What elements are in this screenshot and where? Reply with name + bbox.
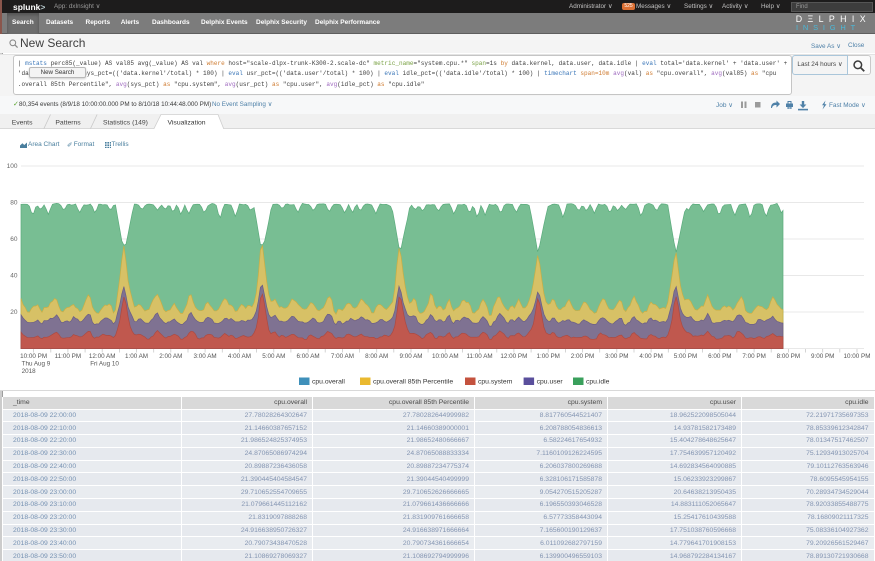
svg-text:10:00 PM: 10:00 PM xyxy=(20,353,47,360)
svg-text:6:00 AM: 6:00 AM xyxy=(297,353,320,360)
svg-text:11:00 AM: 11:00 AM xyxy=(467,353,493,360)
svg-text:20: 20 xyxy=(10,309,18,316)
svg-text:cpu.idle: cpu.idle xyxy=(586,379,610,386)
svg-text:40: 40 xyxy=(10,273,18,280)
svg-text:8:00 AM: 8:00 AM xyxy=(365,353,388,360)
svg-text:12:00 PM: 12:00 PM xyxy=(500,353,527,360)
svg-text:4:00 AM: 4:00 AM xyxy=(228,353,251,360)
svg-text:2018: 2018 xyxy=(22,368,37,375)
svg-text:60: 60 xyxy=(10,236,18,243)
svg-text:10:00 PM: 10:00 PM xyxy=(844,353,871,360)
svg-text:10:00 AM: 10:00 AM xyxy=(432,353,459,360)
svg-text:Statistics (149): Statistics (149) xyxy=(103,119,148,126)
svg-text:2:00 PM: 2:00 PM xyxy=(571,353,594,360)
svg-text:2:00 AM: 2:00 AM xyxy=(159,353,182,360)
svg-text:3:00 PM: 3:00 PM xyxy=(605,353,628,360)
svg-text:cpu.system: cpu.system xyxy=(478,379,513,386)
svg-text:5:00 AM: 5:00 AM xyxy=(262,353,285,360)
svg-text:9:00 AM: 9:00 AM xyxy=(399,353,422,360)
svg-text:4:00 PM: 4:00 PM xyxy=(639,353,662,360)
svg-text:6:00 PM: 6:00 PM xyxy=(708,353,731,360)
svg-text:1:00 PM: 1:00 PM xyxy=(536,353,559,360)
svg-text:11:00 PM: 11:00 PM xyxy=(55,353,82,360)
svg-text:7:00 PM: 7:00 PM xyxy=(742,353,765,360)
svg-text:9:00 PM: 9:00 PM xyxy=(811,353,834,360)
svg-text:Patterns: Patterns xyxy=(55,119,81,126)
svg-text:7:00 AM: 7:00 AM xyxy=(331,353,354,360)
svg-text:1:00 AM: 1:00 AM xyxy=(125,353,148,360)
svg-text:3:00 AM: 3:00 AM xyxy=(194,353,217,360)
svg-text:80: 80 xyxy=(10,200,18,207)
svg-text:5:00 PM: 5:00 PM xyxy=(674,353,697,360)
svg-text:cpu.overall: cpu.overall xyxy=(312,379,345,386)
svg-text:Events: Events xyxy=(12,119,33,126)
svg-text:Fri Aug 10: Fri Aug 10 xyxy=(90,361,119,368)
svg-text:cpu.overall 85th Percentile: cpu.overall 85th Percentile xyxy=(373,379,453,386)
svg-text:Thu Aug 9: Thu Aug 9 xyxy=(22,361,51,368)
svg-text:Visualization: Visualization xyxy=(168,119,206,126)
svg-text:12:00 AM: 12:00 AM xyxy=(89,353,116,360)
svg-text:100: 100 xyxy=(7,163,18,170)
svg-text:cpu.user: cpu.user xyxy=(537,379,564,386)
svg-text:8:00 PM: 8:00 PM xyxy=(777,353,800,360)
